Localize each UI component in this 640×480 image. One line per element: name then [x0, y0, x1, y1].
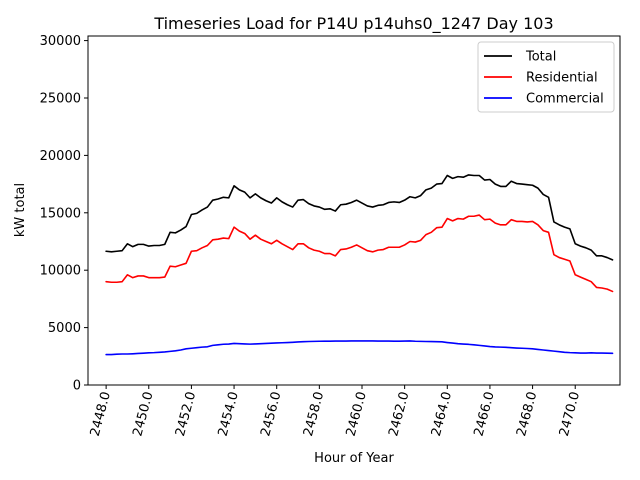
y-tick-label: 0 [73, 379, 81, 394]
y-tick-label: 25000 [40, 91, 81, 106]
series-line-residential [105, 214, 614, 293]
series-line-total [105, 174, 614, 261]
legend-label-residential: Residential [526, 71, 598, 86]
x-axis-label: Hour of Year [314, 451, 394, 466]
y-tick-label: 20000 [40, 149, 81, 164]
y-axis-label: kW total [13, 183, 28, 237]
y-tick-label: 10000 [40, 264, 81, 279]
series-group [105, 174, 614, 356]
y-axis: 0 5000 10000 15000 20000 25000 30000 [40, 34, 88, 394]
plot-frame [87, 35, 621, 386]
y-tick-label: 15000 [40, 206, 81, 221]
legend-label-commercial: Commercial [526, 92, 604, 107]
y-tick-label: 5000 [48, 321, 81, 336]
series-line-commercial [105, 340, 614, 356]
legend-label-total: Total [525, 50, 556, 65]
y-tick-label: 30000 [40, 34, 81, 49]
chart-title: Timeseries Load for P14U p14uhs0_1247 Da… [153, 14, 553, 34]
legend: Total Residential Commercial [477, 41, 615, 113]
legend-box [477, 41, 615, 113]
